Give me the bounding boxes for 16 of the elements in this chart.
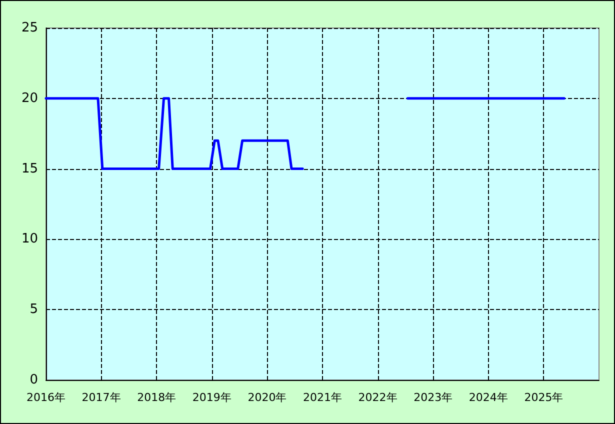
y-tick-label: 0 xyxy=(30,372,38,388)
x-tick-label: 2016年 xyxy=(26,391,66,404)
x-tick-label: 2022年 xyxy=(358,391,398,404)
x-tick-label: 2021年 xyxy=(303,391,342,404)
x-tick-label: 2019年 xyxy=(192,391,232,404)
y-tick-label: 20 xyxy=(21,90,38,106)
x-tick-label: 2017年 xyxy=(82,391,121,404)
y-tick-label: 15 xyxy=(21,161,38,176)
y-tick-label: 5 xyxy=(30,302,38,318)
x-tick-label: 2018年 xyxy=(137,391,176,404)
y-tick-label: 10 xyxy=(21,232,38,247)
x-tick-label: 2025年 xyxy=(524,391,564,404)
x-tick-label: 2024年 xyxy=(468,391,508,404)
x-tick-label: 2020年 xyxy=(248,391,287,404)
x-tick-label: 2023年 xyxy=(414,391,453,404)
y-tick-label: 25 xyxy=(21,20,38,36)
